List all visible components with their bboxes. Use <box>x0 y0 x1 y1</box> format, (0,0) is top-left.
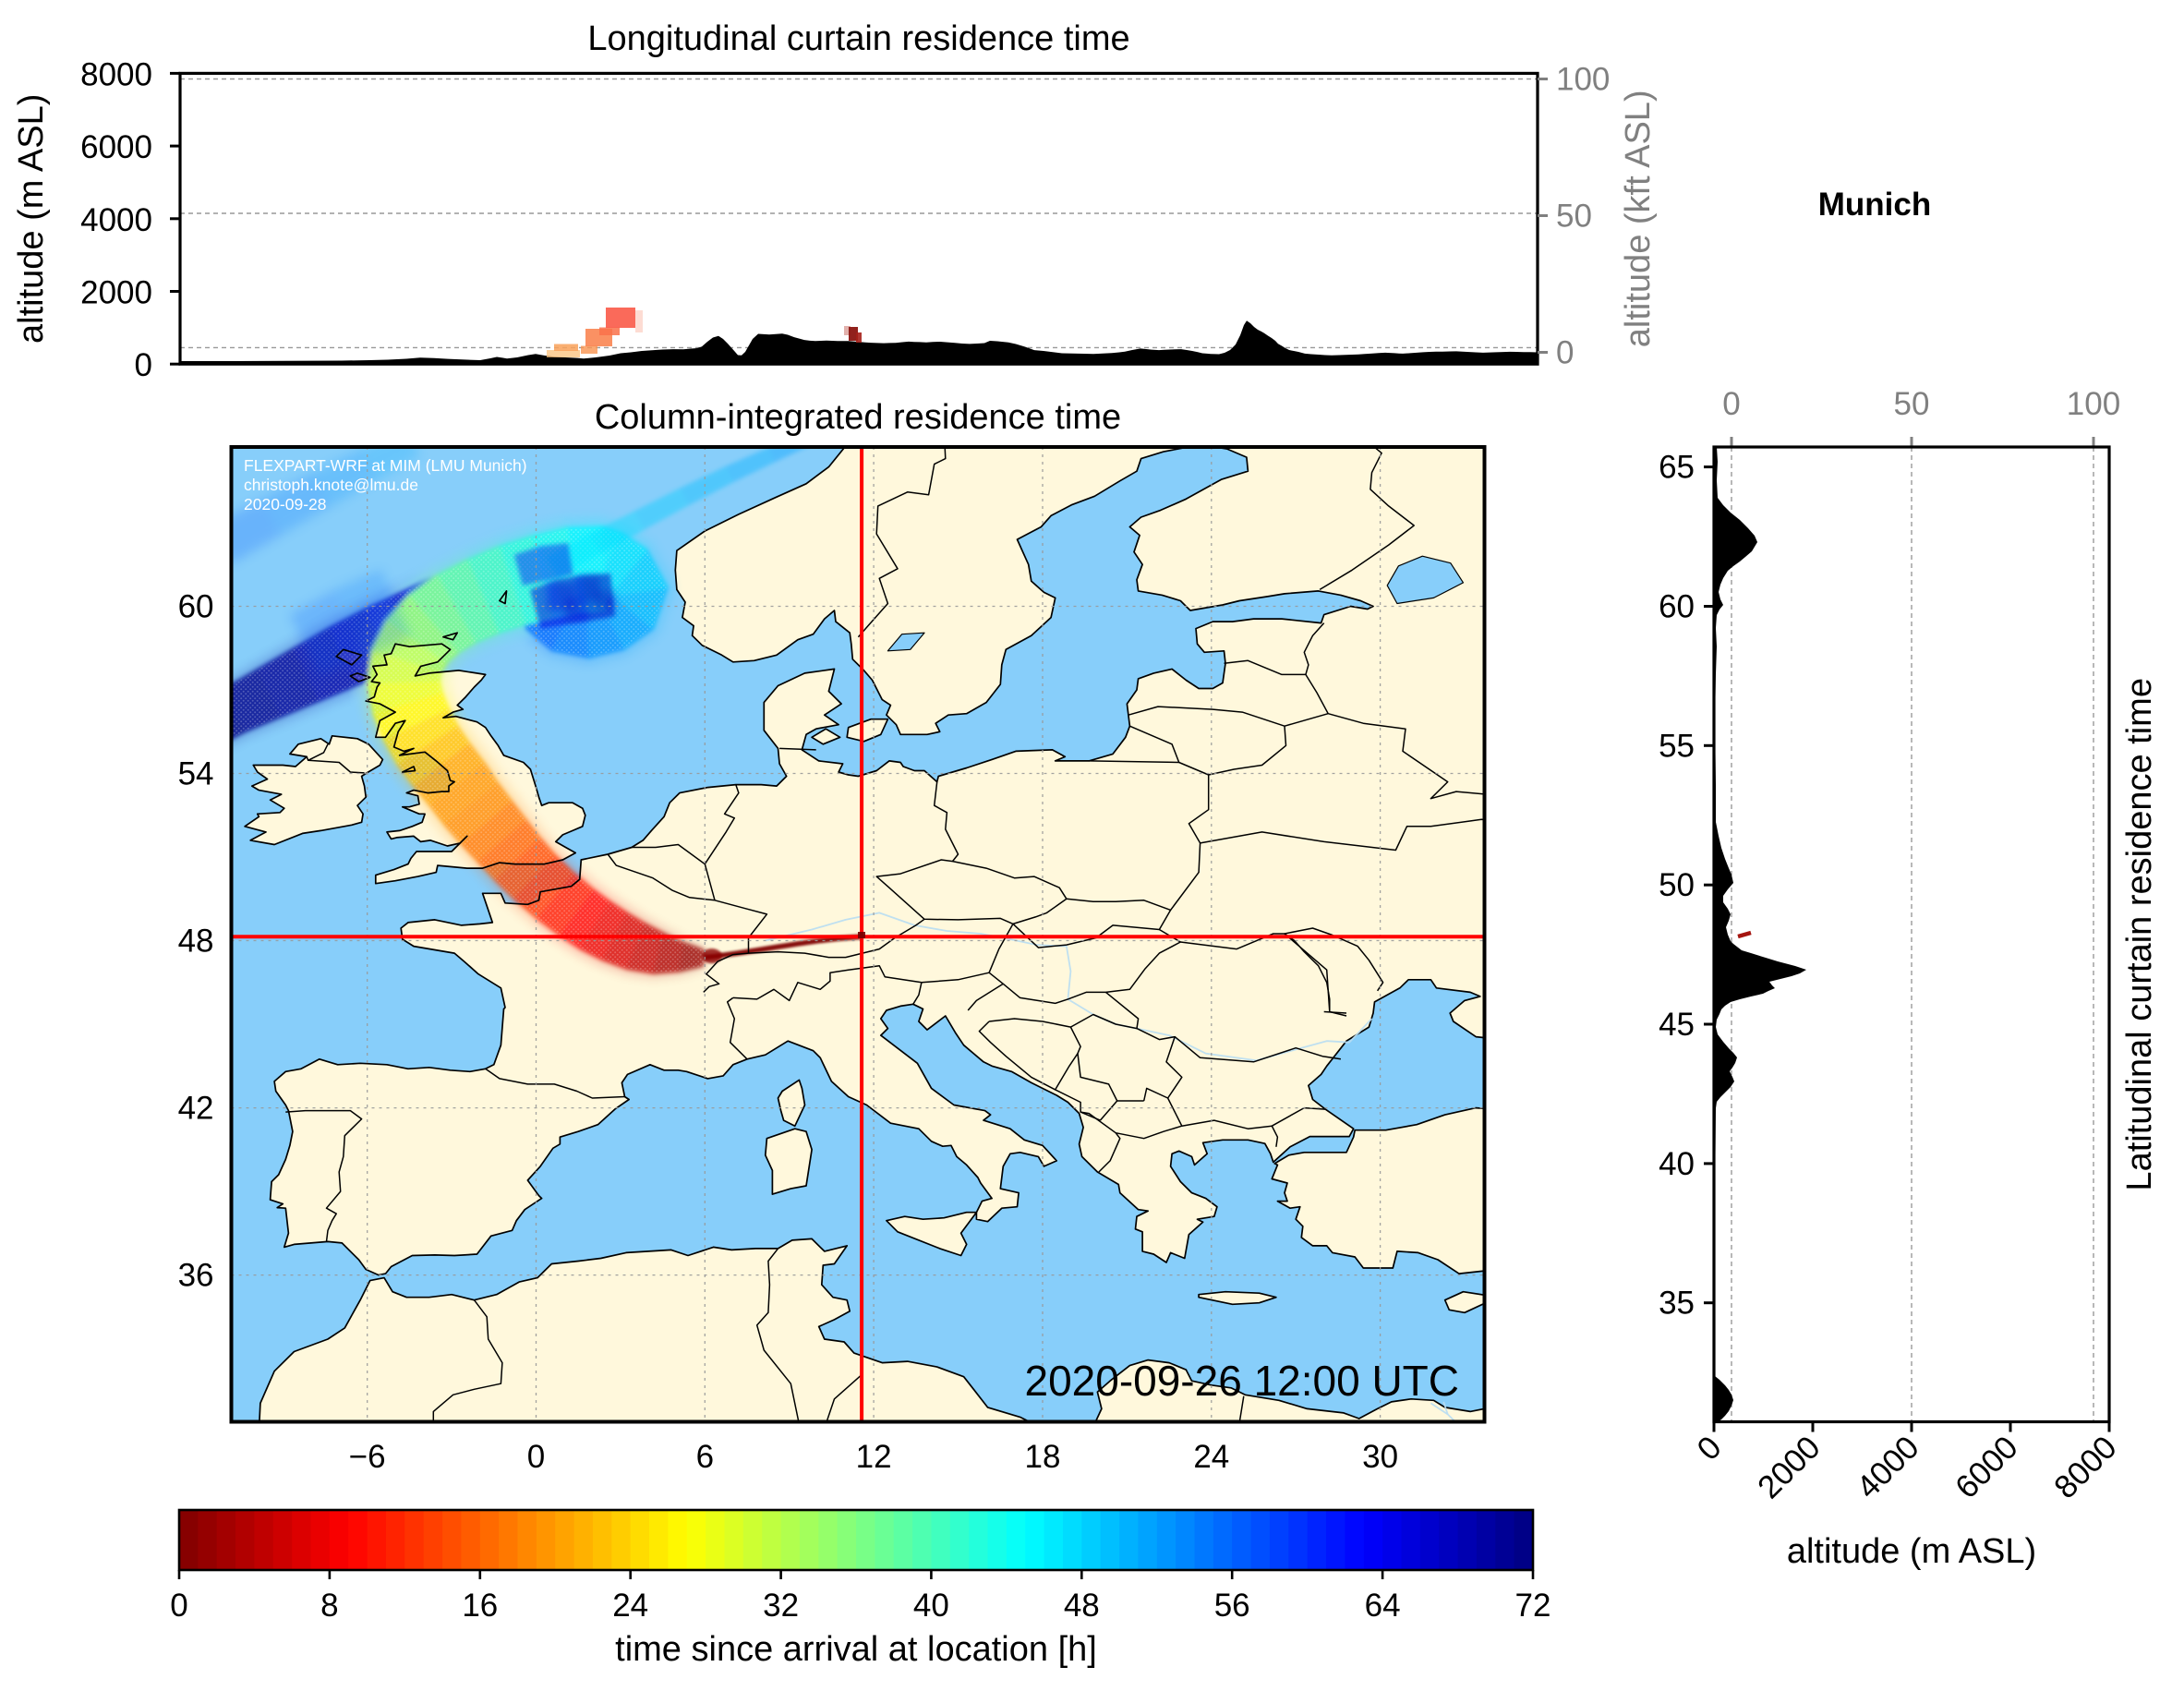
svg-text:50: 50 <box>1659 867 1695 903</box>
svg-text:0: 0 <box>170 1588 187 1624</box>
svg-text:30: 30 <box>1362 1439 1398 1475</box>
svg-text:64: 64 <box>1365 1588 1401 1624</box>
svg-text:35: 35 <box>1659 1286 1695 1322</box>
svg-text:45: 45 <box>1659 1007 1695 1043</box>
svg-text:6000: 6000 <box>1949 1430 2025 1506</box>
svg-text:16: 16 <box>462 1588 498 1624</box>
svg-text:2020-09-28: 2020-09-28 <box>244 495 327 513</box>
svg-text:48: 48 <box>178 924 214 960</box>
svg-text:8000: 8000 <box>2047 1430 2124 1506</box>
svg-text:32: 32 <box>763 1588 799 1624</box>
svg-text:Longitudinal curtain residence: Longitudinal curtain residence time <box>587 19 1129 58</box>
svg-text:4000: 4000 <box>80 202 152 238</box>
svg-text:altitude (m ASL): altitude (m ASL) <box>12 94 51 344</box>
svg-text:42: 42 <box>178 1091 214 1127</box>
svg-text:altitude (kft ASL): altitude (kft ASL) <box>1619 90 1658 347</box>
svg-text:6: 6 <box>696 1439 714 1475</box>
svg-text:2000: 2000 <box>1751 1430 1828 1506</box>
svg-text:54: 54 <box>178 756 214 792</box>
svg-text:40: 40 <box>913 1588 949 1624</box>
svg-text:56: 56 <box>1214 1588 1250 1624</box>
svg-text:−6: −6 <box>349 1439 386 1475</box>
svg-text:8: 8 <box>320 1588 338 1624</box>
svg-text:Latitudinal curtain residence: Latitudinal curtain residence time <box>2120 678 2159 1191</box>
svg-text:2020-09-26 12:00 UTC: 2020-09-26 12:00 UTC <box>1024 1357 1459 1405</box>
svg-text:40: 40 <box>1659 1146 1695 1182</box>
svg-text:65: 65 <box>1659 450 1695 486</box>
svg-text:0: 0 <box>135 347 152 383</box>
svg-text:christoph.knote@lmu.de: christoph.knote@lmu.de <box>244 476 418 494</box>
svg-text:FLEXPART-WRF at MIM (LMU Munic: FLEXPART-WRF at MIM (LMU Munich) <box>244 456 527 475</box>
svg-text:0: 0 <box>1556 335 1574 371</box>
svg-text:36: 36 <box>178 1258 214 1294</box>
svg-text:Munich: Munich <box>1818 187 1931 223</box>
svg-text:Column-integrated residence ti: Column-integrated residence time <box>595 398 1121 437</box>
svg-text:4000: 4000 <box>1850 1430 1926 1506</box>
svg-text:altitude (m ASL): altitude (m ASL) <box>1787 1532 2036 1571</box>
svg-text:0: 0 <box>527 1439 545 1475</box>
svg-text:0: 0 <box>1722 386 1740 422</box>
svg-text:8000: 8000 <box>80 56 152 92</box>
svg-text:55: 55 <box>1659 728 1695 764</box>
svg-text:48: 48 <box>1064 1588 1100 1624</box>
svg-text:24: 24 <box>1193 1439 1229 1475</box>
svg-text:60: 60 <box>178 589 214 625</box>
svg-text:0: 0 <box>1690 1430 1728 1467</box>
svg-text:50: 50 <box>1894 386 1930 422</box>
svg-text:2000: 2000 <box>80 275 152 311</box>
svg-text:50: 50 <box>1556 199 1592 235</box>
svg-text:12: 12 <box>856 1439 892 1475</box>
svg-text:6000: 6000 <box>80 129 152 165</box>
svg-text:18: 18 <box>1025 1439 1061 1475</box>
svg-text:72: 72 <box>1515 1588 1551 1624</box>
svg-text:60: 60 <box>1659 589 1695 625</box>
svg-text:100: 100 <box>1556 62 1610 98</box>
svg-text:100: 100 <box>2067 386 2120 422</box>
svg-text:time since arrival at location: time since arrival at location [h] <box>615 1630 1097 1669</box>
svg-text:24: 24 <box>612 1588 648 1624</box>
